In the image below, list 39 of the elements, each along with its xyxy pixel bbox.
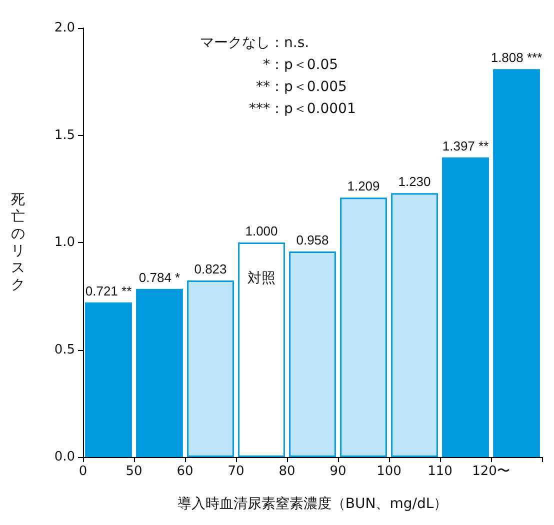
annotation: マークなし：n.s. [200,35,310,51]
bar [85,302,132,457]
y-tick-label: 2.0 [54,20,75,36]
text: 100 [376,464,402,479]
y-axis-title: 死亡のリスク [11,192,25,293]
data-label: 0.784 * [138,270,180,285]
y-tick-label: 0.0 [54,450,75,464]
text: 110 [428,464,452,479]
bar [493,69,540,457]
data-label: 1.230 [398,174,431,190]
text: 0 [78,464,88,479]
text: 60 [176,464,194,479]
text: 50 [126,464,142,479]
data-label: 0.823 [194,261,227,276]
bar [289,252,336,457]
y-tick-label: 0.5 [54,342,75,358]
bar [391,193,438,457]
annotation: **：p＜0.005 [256,79,347,95]
text: 70 [228,464,244,479]
y-tick-label: 1.0 [54,235,75,250]
x-axis-title: 導入時血清尿素窒素濃度（BUN、mg/dL） [177,496,448,512]
bar [187,280,234,457]
data-label: 1.000 [245,224,278,238]
annotation: ***：p＜0.0001 [249,101,356,117]
bar [340,198,387,457]
data-label: 0.721 ** [85,283,132,298]
bar [442,157,489,457]
bar [136,288,183,457]
data-label: 0.958 [296,232,329,248]
text: 90 [330,464,346,479]
text: 120〜 [472,464,510,479]
bar [238,242,285,457]
data-label: 1.397 ** [442,138,489,154]
y-tick-label: 1.5 [54,128,75,143]
text: 80 [278,464,296,479]
annotation: 対照 [248,270,276,286]
annotation: *：p＜0.05 [263,57,338,73]
data-label: 1.808 *** [490,50,542,66]
data-label: 1.209 [347,178,380,194]
